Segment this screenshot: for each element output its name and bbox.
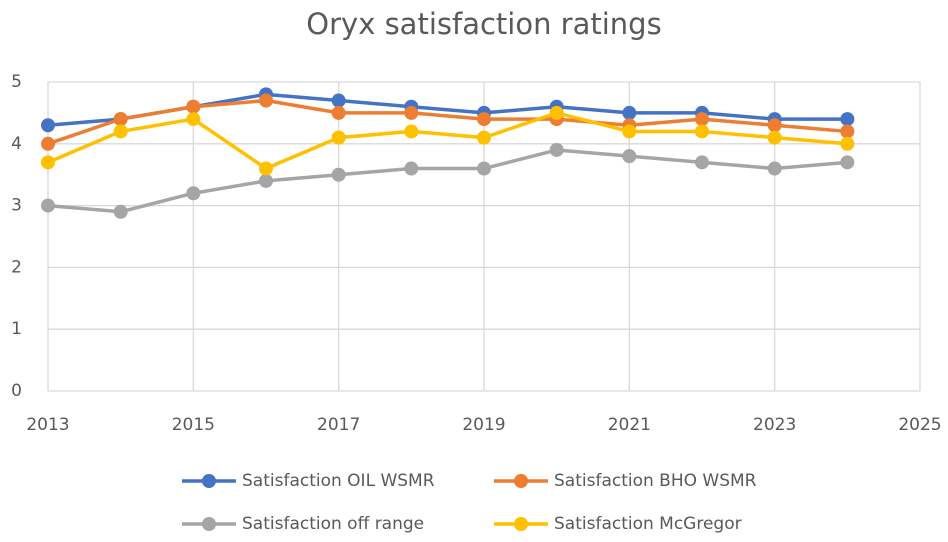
- legend-marker: [202, 474, 216, 488]
- data-point: [186, 186, 201, 201]
- data-point: [186, 99, 201, 114]
- series-line: [47, 148, 848, 214]
- data-point: [259, 173, 273, 188]
- data-point: [404, 161, 419, 176]
- y-tick-label: 1: [11, 319, 22, 339]
- data-point: [404, 124, 419, 139]
- data-point: [695, 112, 709, 127]
- data-point: [767, 118, 782, 133]
- series-line: [47, 98, 848, 146]
- data-point: [41, 198, 55, 213]
- y-tick-label: 5: [11, 72, 22, 92]
- data-point: [331, 167, 346, 182]
- legend-marker: [514, 517, 528, 531]
- data-point: [622, 124, 637, 139]
- data-point: [767, 130, 782, 145]
- x-tick-label: 2025: [898, 415, 941, 435]
- data-point: [549, 105, 564, 120]
- x-tick-label: 2017: [317, 415, 360, 435]
- y-tick-label: 3: [11, 196, 22, 216]
- series-line: [47, 111, 848, 171]
- data-point: [331, 93, 346, 108]
- y-tick-label: 0: [11, 381, 22, 401]
- legend-label: Satisfaction McGregor: [554, 514, 742, 534]
- data-point: [113, 204, 128, 219]
- data-point: [186, 112, 201, 127]
- data-point: [549, 142, 564, 157]
- legend-label: Satisfaction off range: [242, 514, 424, 534]
- data-point: [41, 155, 55, 170]
- data-point: [840, 112, 855, 127]
- x-tick-label: 2023: [753, 415, 796, 435]
- legend-marker: [514, 474, 528, 488]
- data-point: [840, 155, 855, 170]
- data-point: [695, 124, 709, 139]
- data-point: [259, 161, 273, 176]
- data-point: [331, 105, 346, 120]
- data-point: [840, 124, 855, 139]
- y-tick-label: 4: [11, 134, 22, 154]
- data-point: [41, 136, 55, 151]
- data-point: [767, 161, 782, 176]
- x-tick-label: 2019: [462, 415, 505, 435]
- y-tick-label: 2: [11, 257, 22, 277]
- data-point: [477, 161, 491, 176]
- data-point: [477, 130, 491, 145]
- data-point: [477, 112, 491, 127]
- data-point: [695, 155, 709, 170]
- data-point: [404, 105, 419, 120]
- x-tick-label: 2013: [26, 415, 69, 435]
- x-tick-label: 2015: [172, 415, 215, 435]
- legend-label: Satisfaction OIL WSMR: [242, 471, 435, 491]
- data-point: [840, 136, 855, 151]
- x-tick-label: 2021: [608, 415, 651, 435]
- data-point: [113, 112, 128, 127]
- data-point: [622, 149, 637, 164]
- chart-title: Oryx satisfaction ratings: [306, 7, 661, 41]
- data-point: [331, 130, 346, 145]
- data-point: [41, 118, 55, 133]
- data-point: [113, 124, 128, 139]
- data-point: [259, 93, 273, 108]
- legend-marker: [202, 517, 216, 531]
- legend-label: Satisfaction BHO WSMR: [554, 471, 757, 491]
- data-point: [622, 105, 637, 120]
